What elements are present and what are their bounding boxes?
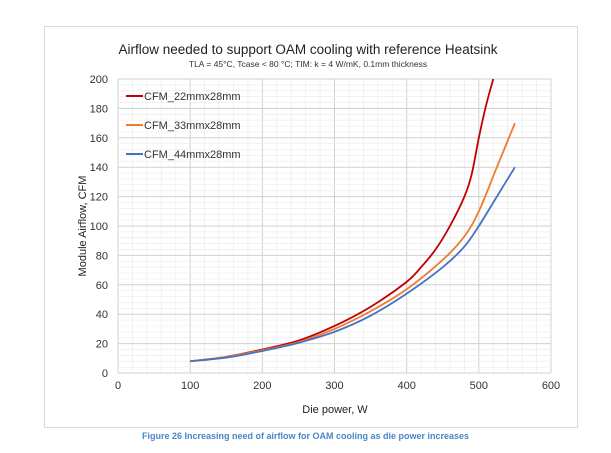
x-tick-label: 300 [325,380,343,392]
y-tick-label: 180 [90,103,108,115]
legend-label: CFM_33mmx28mm [144,120,241,132]
y-tick-label: 60 [96,280,108,292]
x-tick-label: 0 [115,380,121,392]
y-tick-label: 80 [96,250,108,262]
chart-subtitle: TLA = 45°C, Tcase < 80 °C; TIM: k = 4 W/… [189,59,427,69]
y-tick-label: 20 [96,339,108,351]
y-tick-label: 0 [102,368,108,380]
y-tick-label: 100 [90,221,108,233]
chart-title: Airflow needed to support OAM cooling wi… [119,42,498,57]
x-tick-label: 100 [181,380,199,392]
legend-label: CFM_22mmx28mm [144,91,241,103]
series-line-CFM_22mmx28mm [190,78,495,363]
y-tick-label: 200 [90,74,108,86]
x-tick-label: 500 [470,380,488,392]
chart-frame [44,26,578,428]
y-tick-label: 120 [90,192,108,204]
y-tick-label: 140 [90,162,108,174]
legend-label: CFM_44mmx28mm [144,149,241,161]
y-tick-label: 160 [90,133,108,145]
x-tick-label: 400 [397,380,415,392]
y-tick-label: 40 [96,309,108,321]
y-axis-label: Module Airflow, CFM [77,176,89,277]
x-tick-label: 200 [253,380,271,392]
x-axis-label: Die power, W [302,404,368,416]
series-line-CFM_44mmx28mm [190,166,516,363]
x-tick-label: 600 [542,380,560,392]
figure-caption: Figure 26 Increasing need of airflow for… [141,431,470,441]
